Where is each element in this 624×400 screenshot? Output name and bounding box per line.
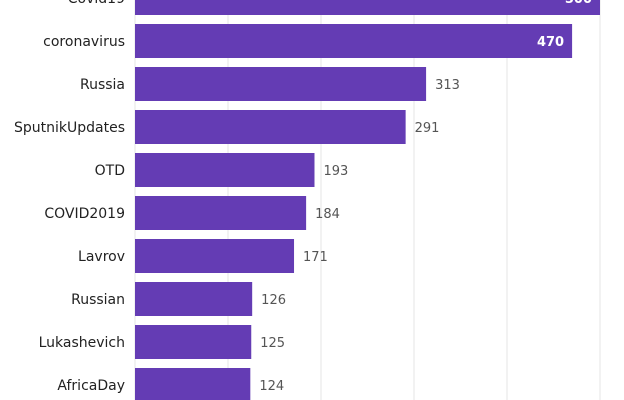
category-label-0: Covid19 [68,0,125,7]
bar-8 [135,325,252,359]
bar-9 [135,368,251,400]
bar-1 [135,24,573,58]
category-label-1: coronavirus [43,34,125,50]
category-label-7: Russian [71,292,125,308]
bar-3 [135,110,406,144]
value-label-1: 470 [537,35,564,50]
value-label-7: 126 [261,293,286,308]
bar-5 [135,196,307,230]
value-label-6: 171 [303,250,328,265]
value-label-0: 500 [565,0,592,7]
bar-0 [135,0,600,15]
category-label-5: COVID2019 [44,206,125,222]
value-label-8: 125 [260,336,285,351]
category-label-9: AfricaDay [57,378,125,394]
value-label-3: 291 [415,121,440,136]
value-label-5: 184 [315,207,340,222]
bar-6 [135,239,295,273]
category-label-8: Lukashevich [39,335,125,351]
bar-4 [135,153,315,187]
category-label-6: Lavrov [78,249,125,265]
bar-2 [135,67,427,101]
bar-7 [135,282,253,316]
category-label-4: OTD [95,163,125,179]
value-label-4: 193 [323,164,348,179]
category-label-2: Russia [80,77,125,93]
value-label-2: 313 [435,78,460,93]
value-label-9: 124 [259,379,284,394]
category-label-3: SputnikUpdates [14,120,125,136]
